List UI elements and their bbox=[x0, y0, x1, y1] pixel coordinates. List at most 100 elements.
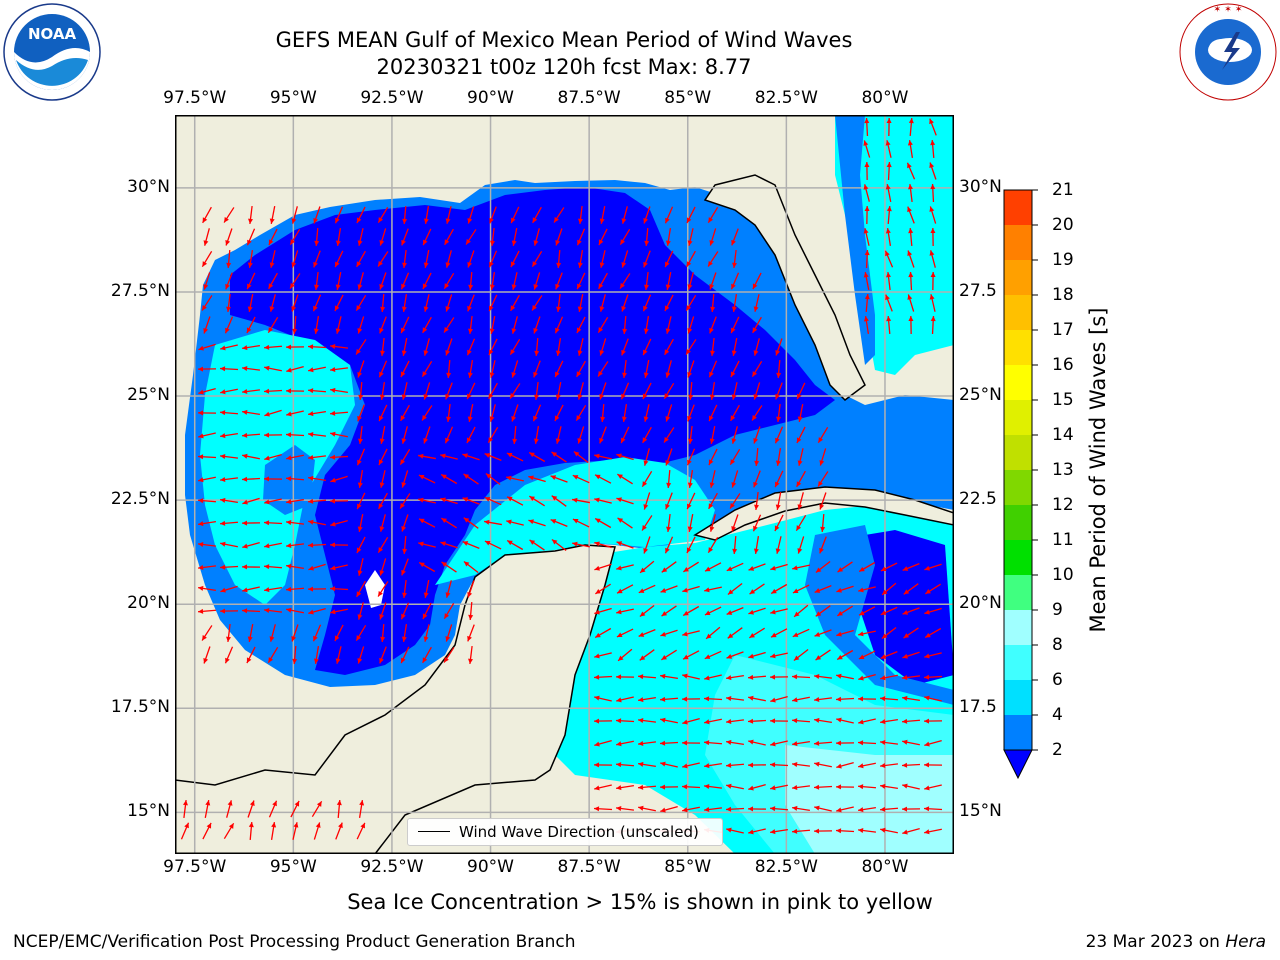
direction-arrow bbox=[908, 117, 914, 137]
direction-arrow bbox=[863, 184, 870, 202]
direction-arrow bbox=[643, 492, 651, 510]
direction-arrow bbox=[598, 272, 608, 290]
direction-arrow bbox=[886, 205, 892, 225]
direction-arrow bbox=[224, 316, 234, 334]
direction-arrow bbox=[599, 426, 607, 444]
direction-arrow bbox=[642, 426, 652, 444]
direction-arrow bbox=[330, 475, 348, 483]
direction-arrow bbox=[198, 388, 216, 395]
direction-arrow bbox=[726, 651, 744, 659]
direction-arrow bbox=[203, 646, 211, 664]
direction-arrow bbox=[748, 563, 766, 571]
direction-arrow bbox=[467, 580, 475, 598]
direction-arrow bbox=[813, 828, 833, 834]
direction-arrow bbox=[198, 432, 216, 439]
direction-arrow bbox=[291, 206, 298, 224]
direction-arrow bbox=[813, 674, 833, 679]
direction-arrow bbox=[885, 228, 892, 246]
direction-arrow bbox=[223, 822, 235, 840]
direction-arrow bbox=[226, 293, 231, 313]
direction-arrow bbox=[511, 404, 519, 422]
direction-arrow bbox=[621, 338, 629, 356]
direction-arrow bbox=[307, 542, 327, 548]
direction-arrow bbox=[358, 381, 364, 401]
direction-arrow bbox=[925, 583, 941, 595]
direction-arrow bbox=[731, 426, 738, 444]
colorbar-tick-label: 21 bbox=[1052, 180, 1074, 200]
date-stamp: 23 Mar 2023 on Hera bbox=[1085, 932, 1266, 952]
direction-arrow bbox=[791, 828, 811, 834]
direction-arrow bbox=[682, 650, 700, 660]
direction-arrow bbox=[901, 806, 921, 812]
direction-arrow bbox=[506, 475, 524, 482]
direction-arrow bbox=[355, 294, 367, 312]
direction-arrow bbox=[468, 601, 474, 621]
direction-arrow bbox=[220, 432, 238, 439]
direction-arrow bbox=[308, 519, 326, 526]
direction-arrow bbox=[329, 344, 349, 349]
direction-arrow bbox=[489, 206, 497, 224]
direction-arrow bbox=[418, 541, 436, 548]
direction-arrow bbox=[241, 476, 261, 482]
direction-arrow bbox=[197, 565, 217, 570]
direction-arrow bbox=[533, 316, 541, 334]
direction-arrow bbox=[226, 623, 231, 643]
direction-arrow bbox=[770, 583, 788, 595]
direction-arrow bbox=[358, 800, 365, 818]
direction-arrow bbox=[379, 382, 386, 400]
direction-arrow bbox=[533, 360, 541, 378]
direction-arrow bbox=[402, 249, 407, 269]
direction-arrow bbox=[446, 359, 452, 379]
yucatan-land bbox=[175, 544, 616, 854]
direction-arrow bbox=[836, 673, 854, 680]
direction-arrow bbox=[422, 602, 432, 620]
gridlines bbox=[175, 115, 954, 854]
direction-arrow bbox=[886, 117, 892, 137]
direction-arrow bbox=[441, 561, 457, 573]
direction-arrow bbox=[641, 515, 653, 531]
direction-arrow bbox=[203, 272, 211, 290]
direction-arrow bbox=[748, 739, 766, 746]
lon-label-top: 95°W bbox=[269, 88, 317, 108]
direction-arrow bbox=[313, 316, 320, 334]
direction-arrow bbox=[423, 426, 431, 444]
direction-arrow bbox=[638, 696, 656, 703]
sea-ice-note: Sea Ice Concentration > 15% is shown in … bbox=[347, 890, 933, 914]
direction-arrow bbox=[659, 740, 679, 746]
direction-arrow bbox=[379, 316, 387, 334]
colorbar-segment bbox=[1004, 505, 1032, 540]
direction-arrow bbox=[400, 272, 410, 290]
direction-arrow bbox=[884, 250, 894, 268]
direction-arrow bbox=[379, 228, 387, 246]
direction-arrow bbox=[616, 608, 634, 615]
direction-arrow bbox=[422, 646, 432, 664]
direction-arrow bbox=[220, 497, 238, 504]
direction-arrow bbox=[726, 607, 744, 615]
direction-arrow bbox=[263, 520, 283, 526]
colorbar-tick-label: 18 bbox=[1052, 285, 1074, 305]
direction-arrow bbox=[863, 140, 871, 158]
direction-arrow bbox=[686, 250, 696, 268]
direction-arrow bbox=[709, 316, 717, 334]
direction-arrow bbox=[600, 403, 606, 423]
direction-arrow bbox=[286, 498, 304, 505]
gulf-wave-map bbox=[175, 115, 954, 854]
direction-arrow bbox=[687, 404, 695, 422]
direction-arrow bbox=[665, 448, 673, 466]
direction-arrow bbox=[484, 496, 502, 506]
direction-arrow bbox=[836, 649, 854, 661]
direction-arrow bbox=[264, 498, 282, 505]
direction-arrow bbox=[599, 250, 606, 268]
lat-label-left: 20°N bbox=[127, 593, 170, 614]
direction-arrow bbox=[770, 563, 788, 571]
direction-arrow bbox=[817, 471, 829, 487]
direction-arrow bbox=[924, 652, 942, 659]
direction-arrow bbox=[665, 316, 672, 334]
direction-arrow bbox=[923, 718, 943, 724]
direction-arrow bbox=[929, 118, 937, 136]
direction-arrow bbox=[665, 492, 673, 510]
direction-arrow bbox=[594, 784, 612, 791]
direction-arrow bbox=[528, 475, 546, 483]
direction-arrow bbox=[423, 294, 430, 312]
direction-arrow bbox=[642, 382, 652, 400]
